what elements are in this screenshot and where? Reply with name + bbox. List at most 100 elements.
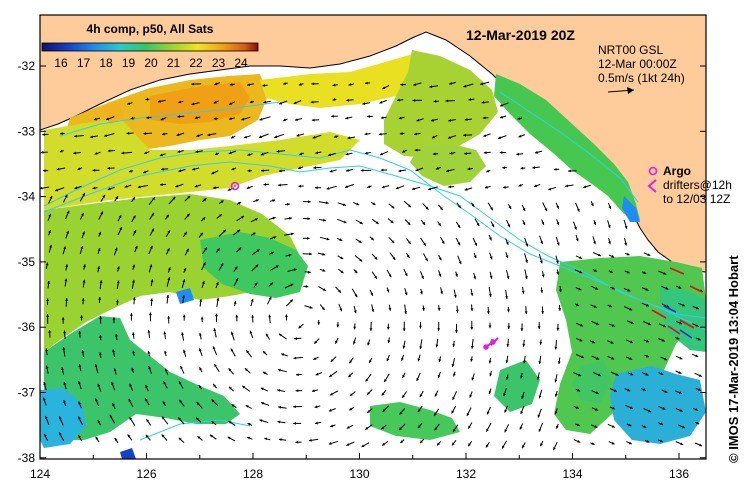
velocity-arrow-head [216,297,220,301]
velocity-arrow-head [538,361,542,365]
velocity-arrow-head [489,256,493,260]
velocity-arrow-head [46,298,50,302]
velocity-arrow-head [400,83,403,86]
velocity-arrow-head [216,282,219,285]
velocity-arrow-head [434,393,438,397]
velocity-arrow-head [99,280,103,284]
velocity-arrow-head [78,364,82,367]
velocity-arrow-head [228,151,232,155]
velocity-arrow-head [298,184,302,188]
velocity-arrow-head [179,399,183,403]
velocity-arrow-head [662,407,666,410]
velocity-arrow-head [325,201,329,205]
velocity-arrow-head [178,100,182,104]
velocity-arrow-head [246,350,249,354]
velocity-arrow-head [480,82,484,86]
velocity-arrow-head [186,213,190,217]
velocity-arrow-head [211,171,215,175]
velocity-arrow-head [390,220,394,224]
velocity-arrow-head [161,434,165,438]
velocity-arrow-head [525,259,528,263]
velocity-arrow-head [440,291,443,295]
velocity-arrow-head [90,135,93,139]
velocity-arrow-head [354,270,358,274]
lon-tick-label: 130 [349,467,369,481]
velocity-arrow-head [579,256,583,259]
velocity-arrow-head [99,334,102,338]
velocity-arrow-head [371,309,375,312]
velocity-arrow-head [481,101,485,104]
velocity-arrow-head [559,289,562,293]
velocity-arrow-head [311,82,314,86]
velocity-arrow-head [429,85,433,89]
velocity-arrow-head [445,99,449,103]
velocity-arrow-head [81,298,85,301]
velocity-arrow-head [594,269,597,272]
velocity-arrow-head [346,425,350,429]
blue-current-arrows [663,305,693,339]
velocity-arrow-head [466,412,470,416]
velocity-arrow-head [217,248,220,252]
velocity-arrow-head [353,326,357,330]
velocity-arrow-head [63,382,67,385]
velocity-arrow-head [420,291,423,295]
velocity-arrow-head [161,167,164,171]
velocity-arrow-head [107,187,111,191]
velocity-arrow-head [46,314,50,317]
velocity-arrow-head [502,185,506,189]
colorbar-tick-label: 19 [122,56,136,70]
velocity-arrow-head [678,286,682,289]
velocity-arrow-head [331,114,334,118]
velocity-arrow-head [380,152,383,156]
velocity-arrow-head [556,271,560,275]
velocity-arrow-head [597,373,601,377]
velocity-arrow-head [82,279,86,283]
velocity-arrow-head [419,394,423,398]
velocity-arrow-head [77,167,81,170]
velocity-arrow-head [78,401,81,405]
velocity-arrow-head [104,134,108,137]
velocity-arrow-head [157,100,161,103]
drifters-legend-line2: to 12/03 12Z [663,192,730,206]
velocity-arrow-head [147,350,151,354]
velocity-arrow-head [330,359,334,362]
lon-tick-label: 128 [243,467,263,481]
velocity-arrow-head [611,286,615,290]
velocity-arrow-head [162,132,165,136]
velocity-arrow-head [63,246,66,250]
velocity-arrow-head [556,222,560,225]
velocity-arrow-head [279,101,283,105]
velocity-arrow-head [323,288,326,291]
velocity-arrow-head [438,359,442,362]
velocity-arrow-head [219,214,223,217]
velocity-arrow-head [256,249,260,253]
velocity-arrow-head [99,316,102,319]
velocity-arrow-head [186,248,189,252]
velocity-arrow-head [251,314,254,318]
velocity-arrow-head [524,311,528,315]
colorbar-tick-label: 18 [99,56,113,70]
velocity-arrow-head [231,135,234,139]
velocity-arrow-head [448,185,451,189]
velocity-arrow-head [298,82,302,86]
velocity-arrow-head [249,100,253,104]
velocity-arrow-head [577,440,581,443]
velocity-arrow-head [397,98,400,102]
velocity-arrow-head [557,361,561,365]
velocity-arrow-head [452,344,456,347]
velocity-arrow-head [255,218,259,221]
velocity-arrow-head [505,255,509,259]
map-date-title: 12-Mar-2019 20Z [466,27,575,43]
contour-lines [43,91,706,441]
velocity-arrow-head [167,277,171,281]
sst-field [40,50,706,459]
velocity-arrow-head [473,276,477,280]
velocity-arrow-head [627,288,631,292]
velocity-arrow-head [196,402,200,405]
velocity-arrow-head [505,241,509,245]
velocity-arrow-head [540,290,544,293]
velocity-arrow-head [395,186,399,190]
velocity-arrow-head [629,406,633,409]
velocity-arrow-head [642,388,646,391]
velocity-arrow-head [660,422,664,425]
